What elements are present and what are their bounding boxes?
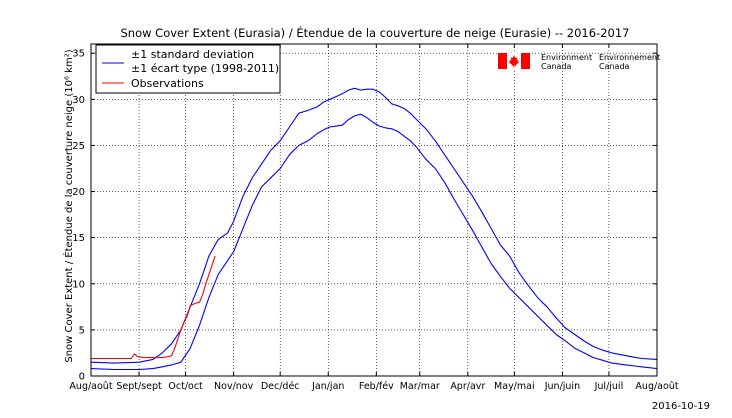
x-tick-label: Oct/oct (168, 381, 203, 392)
x-tick-label: May/mai (494, 381, 535, 392)
x-tick-label: Apr/avr (450, 381, 485, 392)
flag-right-bar (521, 53, 530, 69)
legend-box (95, 44, 281, 94)
x-tick-label: Aug/août (69, 381, 112, 392)
legend-label-obs: Observations (131, 77, 204, 90)
series-line-upper-std (90, 87, 658, 364)
y-tick-label: 5 (79, 325, 85, 336)
y-tick-label: 25 (72, 141, 85, 152)
y-tick-label: 0 (79, 372, 85, 383)
series-line-lower-std (90, 113, 658, 371)
x-tick-label: Dec/déc (261, 381, 300, 392)
x-tick-label: Mar/mar (400, 381, 440, 392)
plot-frame (90, 43, 658, 377)
x-axis: Aug/août Sept/sept Oct/oct Nov/nov Dec/déc Ja… (69, 44, 679, 392)
y-tick-label: 35 (72, 49, 85, 60)
flag-left-bar (498, 53, 507, 69)
chart-title: Snow Cover Extent (Eurasia) / Étendue de… (121, 25, 630, 40)
grid (91, 44, 657, 376)
y-tick-label: 20 (72, 187, 85, 198)
y-axis: 0 5 10 15 20 25 30 35 (72, 49, 657, 383)
x-tick-label: Sept/sept (116, 381, 162, 392)
legend: ±1 standard deviation ±1 écart type (199… (95, 44, 281, 94)
x-tick-label: Jun/juin (544, 381, 580, 392)
logo-text-en-line1: Environment (541, 53, 592, 62)
series-line-observations (91, 255, 216, 360)
x-tick-label: Aug/août (635, 381, 678, 392)
x-tick-label: Jul/juil (594, 381, 624, 392)
y-axis-label: Snow Cover Extent / Étendue de la couver… (62, 49, 75, 362)
x-tick-label: Jan/jan (311, 381, 344, 392)
y-tick-label: 30 (72, 95, 85, 106)
logo-text-fr-line2: Canada (599, 62, 630, 71)
legend-label-std-line1: ±1 standard deviation (131, 48, 254, 61)
maple-leaf-icon (508, 55, 520, 68)
y-tick-label: 15 (72, 233, 85, 244)
logo-text-fr-line1: Environnement (599, 53, 660, 62)
logo-text-en-line2: Canada (541, 62, 572, 71)
legend-label-std-line2: ±1 écart type (1998-2011) (131, 62, 279, 75)
x-tick-label: Feb/fév (359, 381, 394, 392)
environment-canada-logo: Environment Canada Environnement Canada (498, 53, 660, 71)
date-stamp: 2016-10-19 (651, 401, 710, 412)
x-tick-label: Nov/nov (214, 381, 254, 392)
y-tick-label: 10 (72, 279, 85, 290)
series-layer (90, 87, 658, 371)
